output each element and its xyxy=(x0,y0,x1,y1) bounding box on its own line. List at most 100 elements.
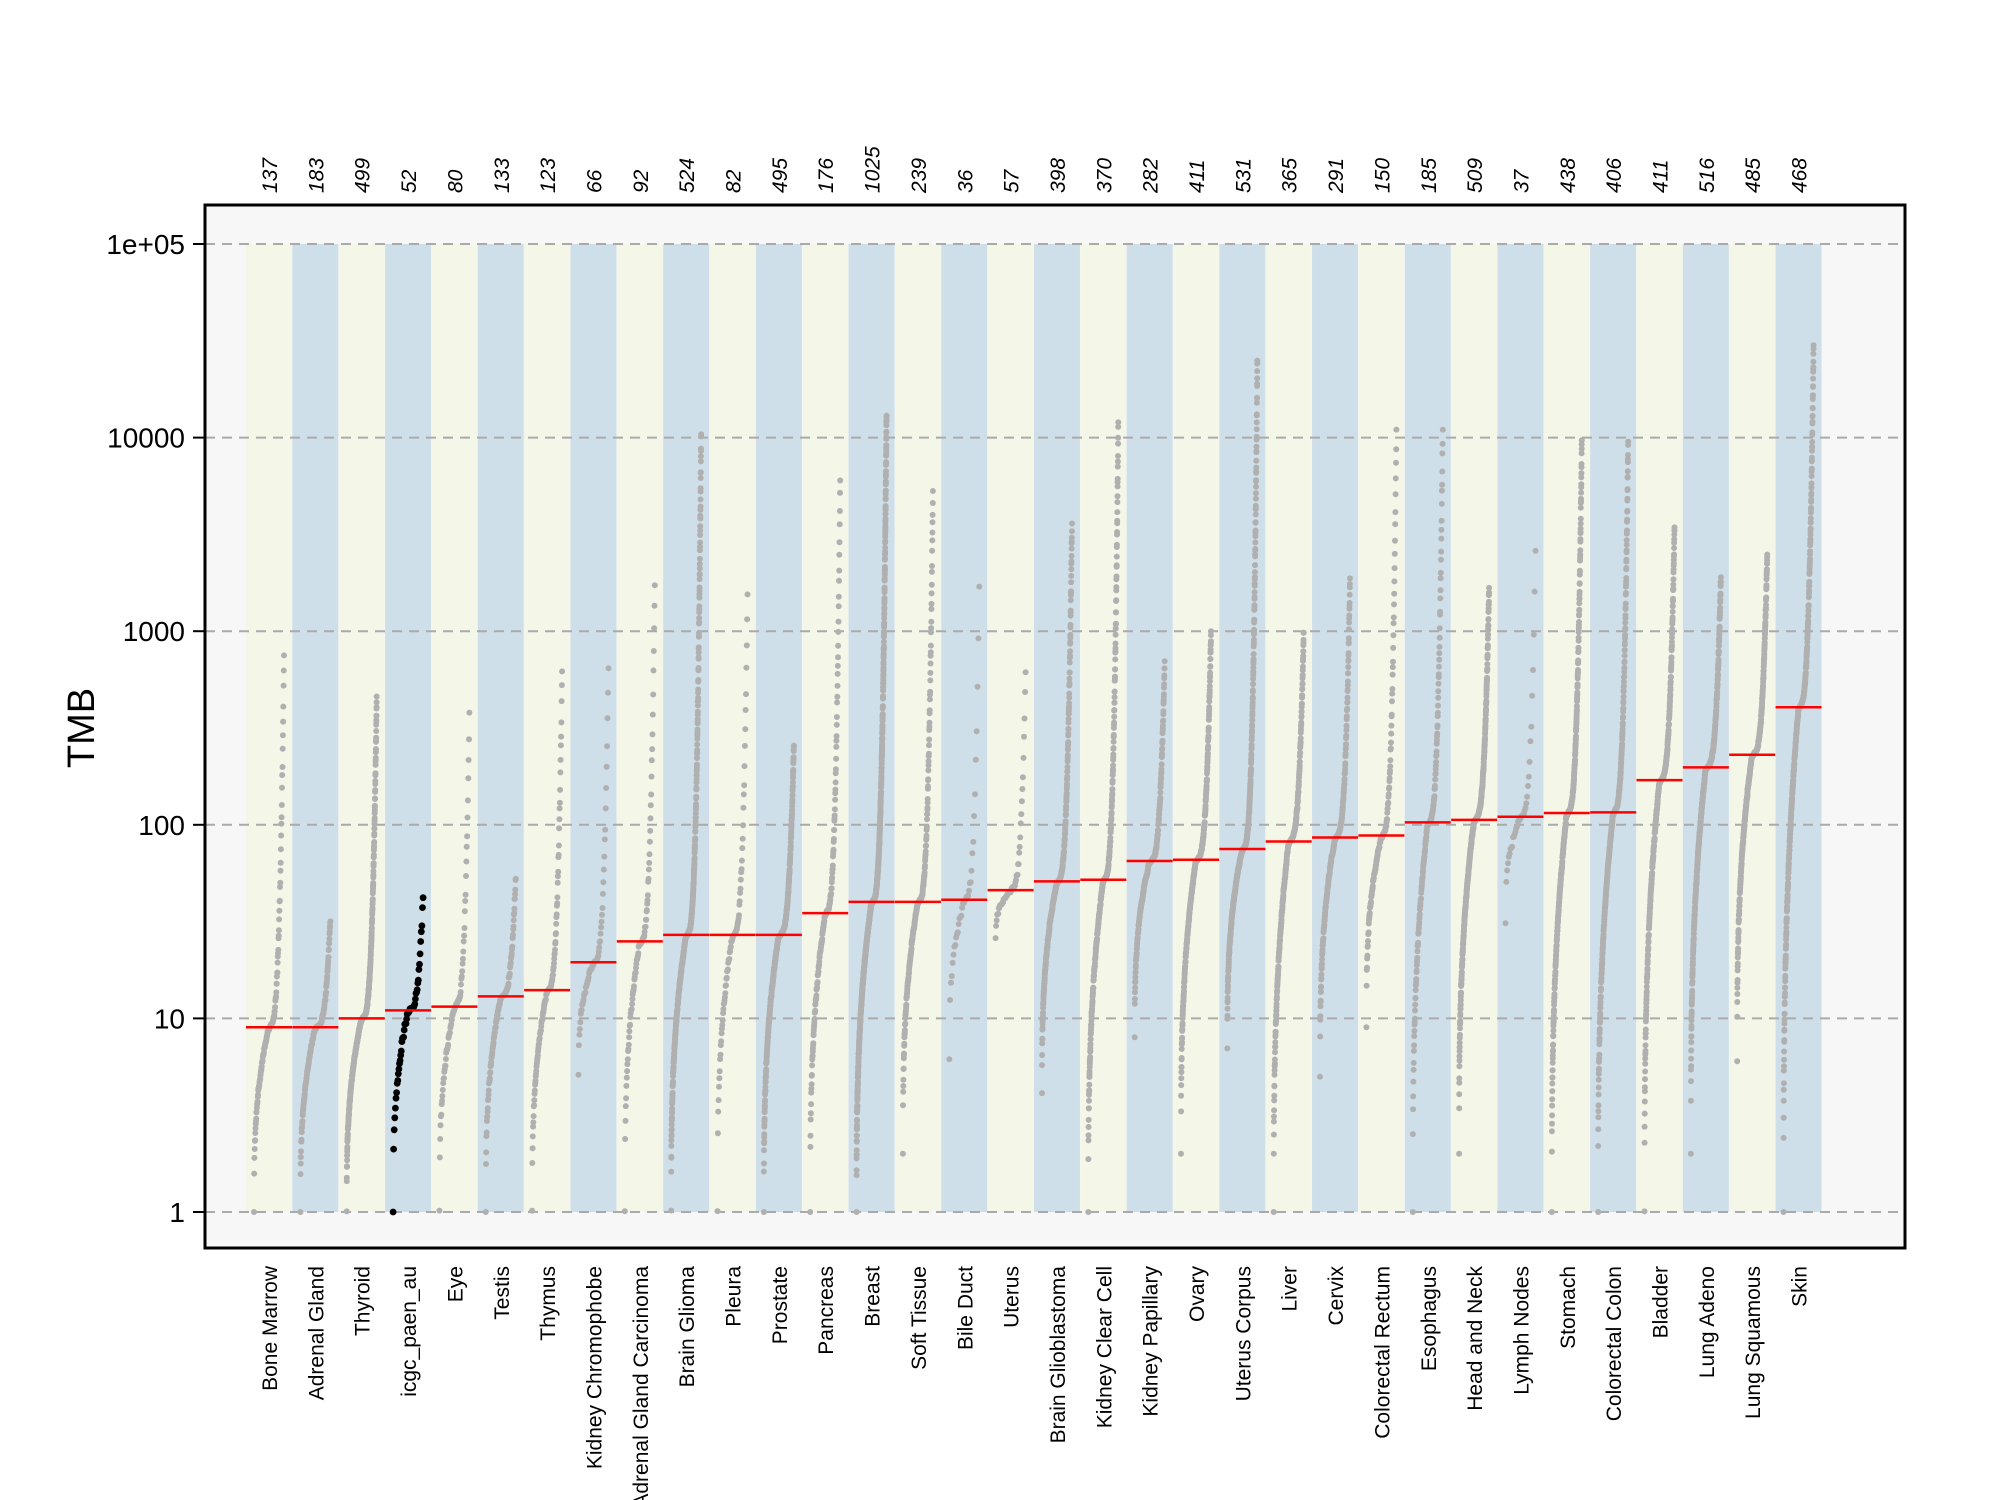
data-point xyxy=(369,915,376,922)
data-point xyxy=(465,757,472,763)
data-point xyxy=(966,887,972,894)
data-point xyxy=(835,593,842,600)
data-point xyxy=(695,677,702,683)
data-point xyxy=(761,1147,767,1154)
data-point xyxy=(927,642,934,649)
data-point xyxy=(1018,811,1025,818)
column-band xyxy=(1636,244,1683,1212)
data-point xyxy=(277,867,284,874)
data-point xyxy=(648,791,655,798)
column-band xyxy=(894,244,941,1212)
data-point xyxy=(833,721,840,728)
data-point xyxy=(400,1033,407,1041)
data-point xyxy=(946,1056,953,1063)
data-point xyxy=(442,1062,449,1069)
column-band xyxy=(987,244,1034,1212)
data-point xyxy=(651,602,658,609)
data-point xyxy=(550,971,556,978)
data-point xyxy=(412,995,419,1003)
data-point xyxy=(668,1126,675,1133)
data-point xyxy=(465,775,472,782)
data-point xyxy=(529,1133,536,1140)
data-point xyxy=(763,1066,770,1073)
data-point xyxy=(724,966,731,973)
data-point xyxy=(436,1207,443,1214)
data-point xyxy=(900,1088,907,1095)
data-point xyxy=(644,897,651,904)
data-point xyxy=(632,969,639,976)
data-point xyxy=(1067,597,1074,604)
data-point xyxy=(695,694,702,701)
data-point xyxy=(716,1075,723,1082)
data-point xyxy=(646,838,653,845)
data-point xyxy=(723,974,730,981)
column-band xyxy=(246,244,292,1212)
data-point xyxy=(1114,463,1121,470)
data-point xyxy=(834,699,841,706)
data-point xyxy=(717,1051,724,1058)
data-point xyxy=(737,885,744,892)
data-point xyxy=(373,712,380,719)
data-point xyxy=(969,850,976,857)
data-point xyxy=(373,717,380,723)
data-point xyxy=(598,924,605,931)
data-point xyxy=(327,918,334,925)
data-point xyxy=(808,1081,815,1088)
data-point xyxy=(553,930,559,937)
data-point xyxy=(929,519,936,526)
data-point xyxy=(668,1131,675,1138)
data-point xyxy=(1109,777,1116,784)
data-point xyxy=(1086,1081,1093,1088)
data-point xyxy=(968,867,975,874)
data-point xyxy=(972,791,978,798)
column-band xyxy=(385,244,432,1212)
data-point xyxy=(512,886,519,893)
data-point xyxy=(900,1076,907,1083)
data-point xyxy=(697,485,704,492)
data-point xyxy=(1019,786,1026,792)
data-point xyxy=(373,728,380,734)
data-point xyxy=(927,688,934,695)
data-point xyxy=(716,1083,722,1090)
data-point xyxy=(297,1160,304,1167)
data-point xyxy=(692,828,699,834)
data-point xyxy=(1067,621,1074,628)
data-point xyxy=(697,523,704,530)
data-point xyxy=(1016,849,1023,856)
data-point xyxy=(743,691,749,698)
data-point xyxy=(853,1132,860,1139)
data-point xyxy=(576,1031,583,1038)
data-point xyxy=(668,1142,675,1149)
data-point xyxy=(808,1101,815,1108)
data-point xyxy=(696,561,703,567)
data-point xyxy=(553,920,560,927)
data-point xyxy=(372,778,379,784)
data-point xyxy=(604,715,611,722)
data-point xyxy=(1039,1090,1045,1097)
data-point xyxy=(631,983,637,990)
data-point xyxy=(1087,1054,1094,1060)
data-point xyxy=(626,1028,633,1035)
data-point xyxy=(901,1050,907,1057)
data-point xyxy=(696,629,702,636)
data-point xyxy=(810,1040,817,1047)
data-point xyxy=(923,832,930,839)
data-point xyxy=(603,763,610,770)
data-point xyxy=(529,1145,536,1152)
data-point xyxy=(298,1136,305,1143)
data-point xyxy=(281,652,287,659)
data-point xyxy=(720,1006,727,1013)
data-point xyxy=(324,973,331,980)
data-point xyxy=(457,989,464,995)
data-point xyxy=(743,664,750,671)
data-point xyxy=(297,1171,304,1178)
data-point xyxy=(1113,562,1120,569)
data-point xyxy=(883,468,889,475)
data-point xyxy=(623,1074,630,1081)
data-point xyxy=(601,836,608,843)
column-band xyxy=(755,244,802,1212)
data-point xyxy=(928,590,935,597)
data-point xyxy=(651,582,658,589)
data-point xyxy=(578,1007,585,1013)
column-band xyxy=(1219,244,1266,1212)
